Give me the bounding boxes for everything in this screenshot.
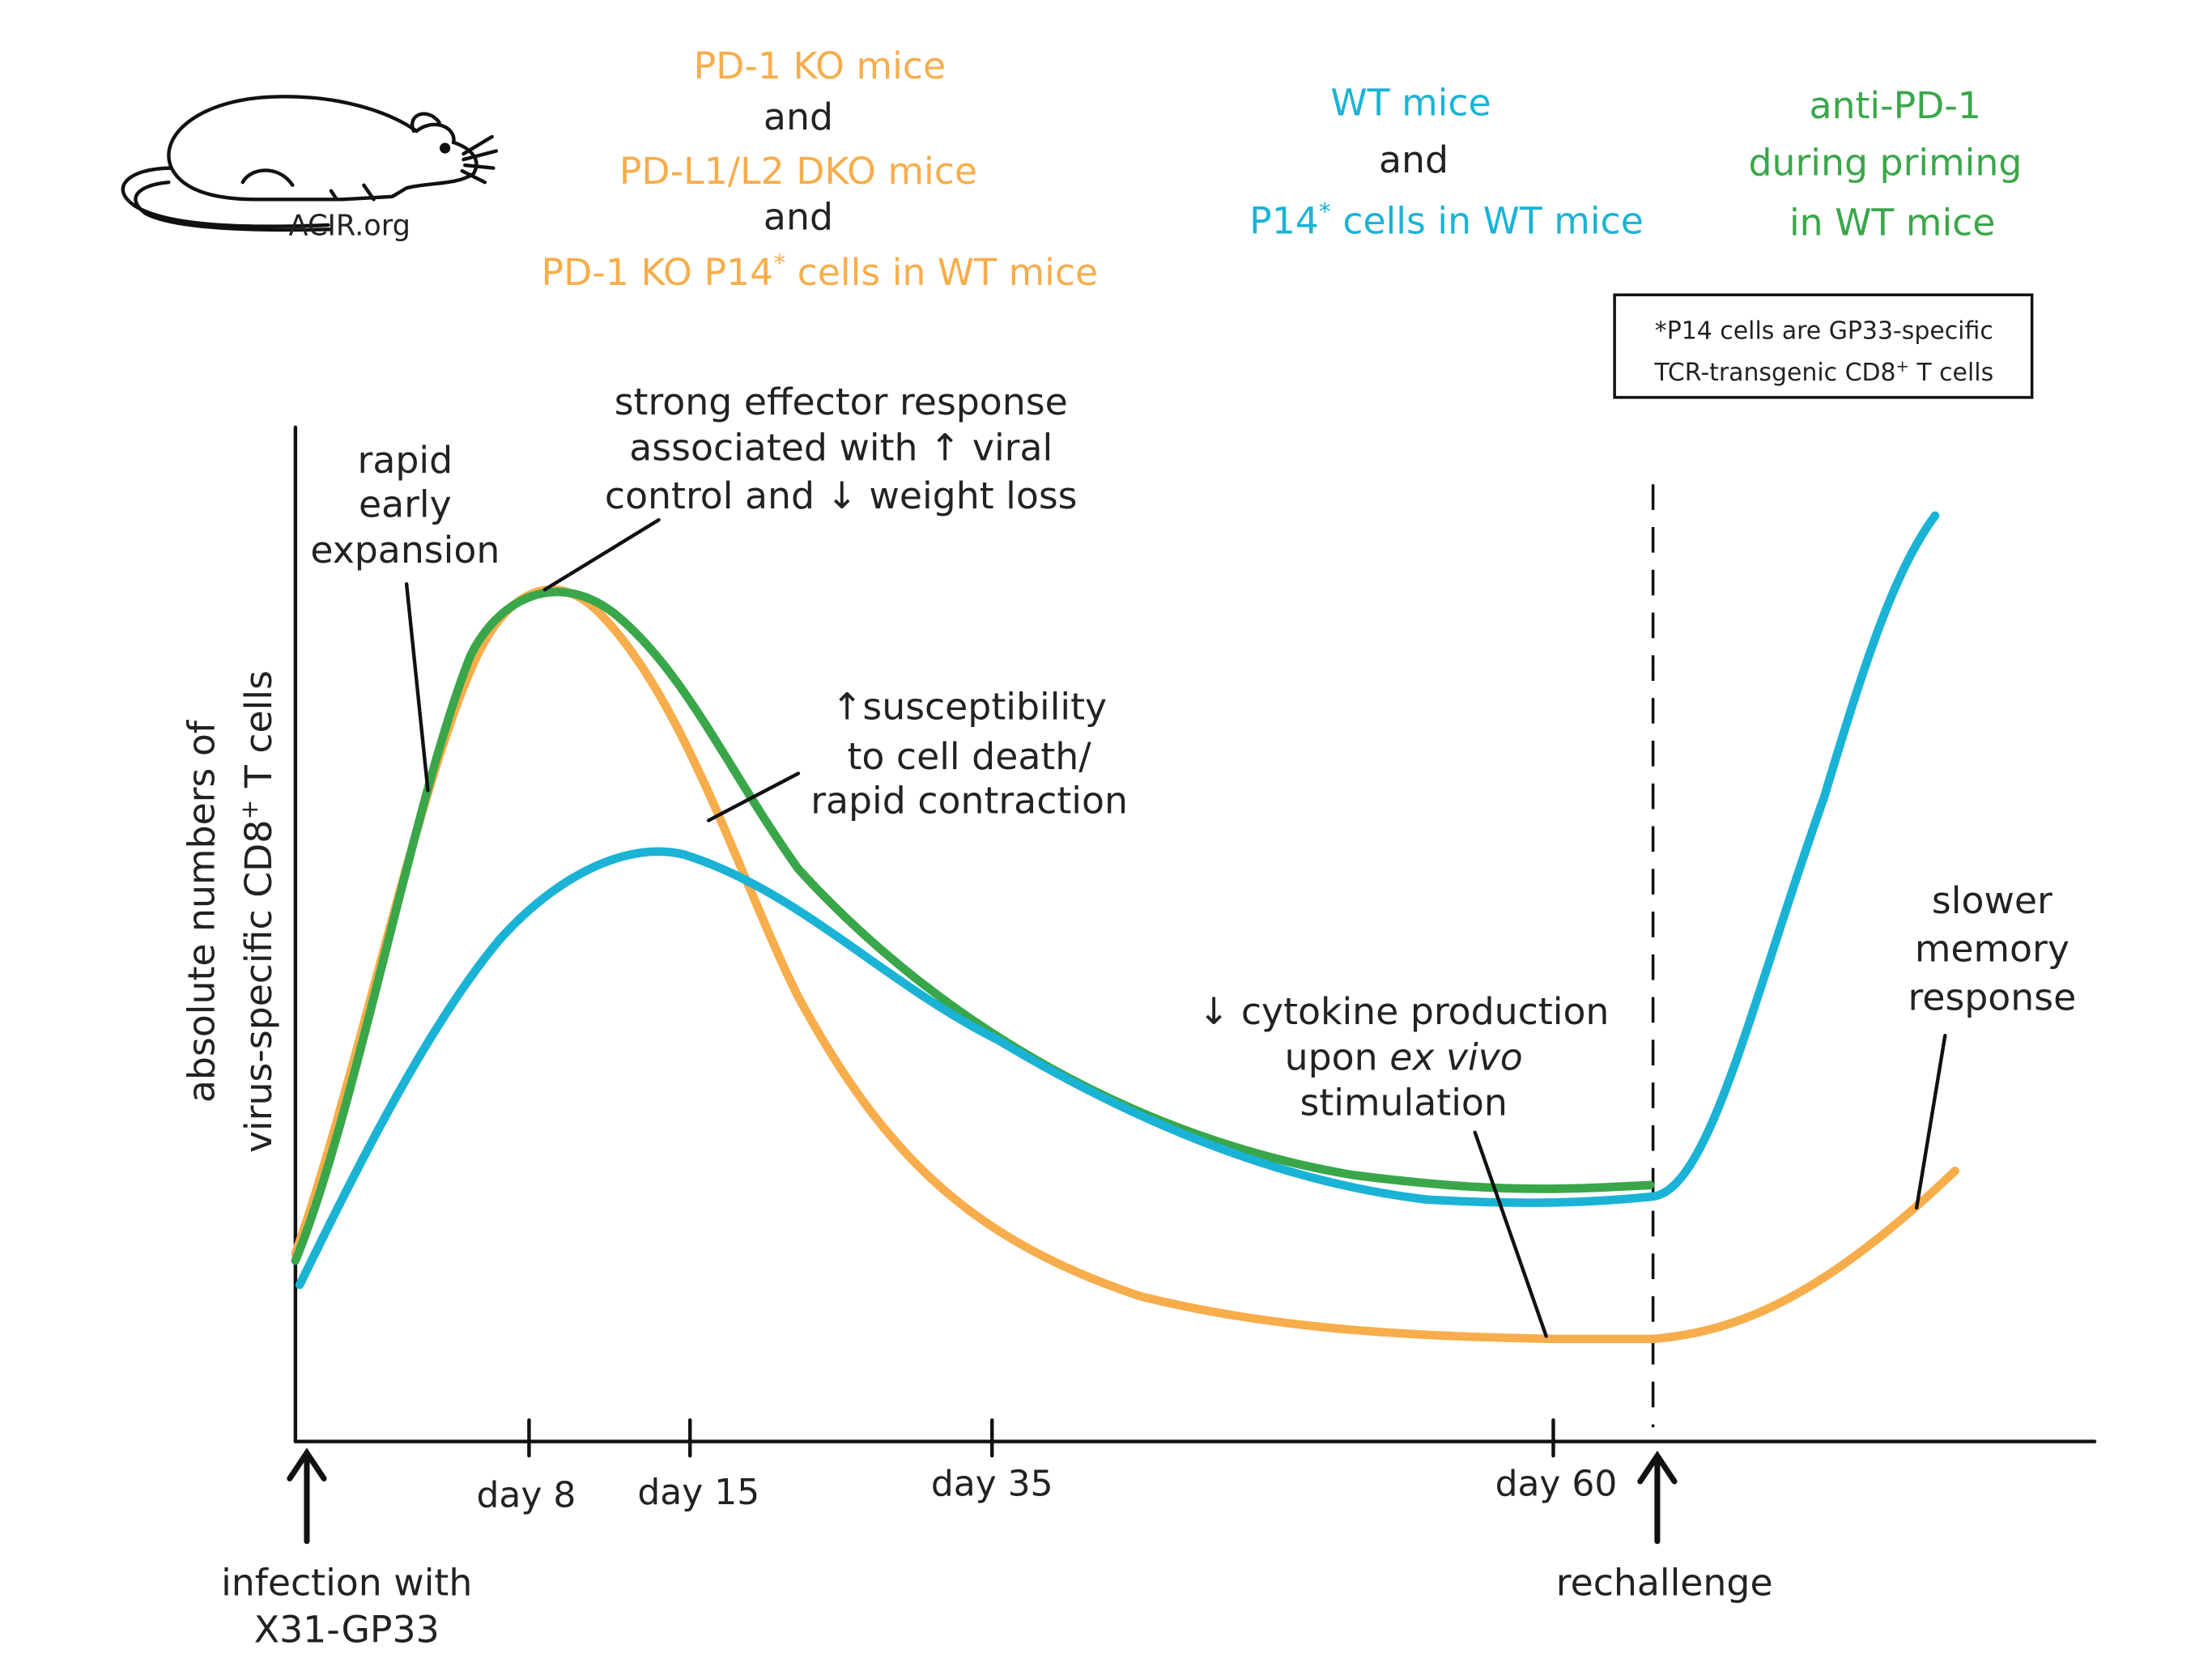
text-run: memory: [1915, 928, 2069, 971]
text-run: stimulation: [1300, 1082, 1508, 1124]
annotation: upon ex vivo: [1285, 1035, 1523, 1078]
annotation: ↓ cytokine production: [1198, 990, 1609, 1033]
text-run: and: [764, 96, 833, 138]
italic-run: ex vivo: [1389, 1035, 1523, 1078]
text-run: WT mice: [1330, 82, 1491, 125]
header-line: PD-1 KO mice: [694, 45, 946, 87]
y-axis-label-rot: absolute numbers of virus-specific CD8+ T…: [181, 670, 280, 1153]
text-run: slower: [1932, 879, 2052, 922]
y-axis-label: absolute numbers of virus-specific CD8+ T…: [181, 670, 280, 1153]
anti-pd1-curve: [291, 587, 1655, 1265]
text-run: P14: [1249, 200, 1319, 243]
header-line: PD-L1/L2 DKO mice: [619, 150, 977, 193]
superscript: +: [1896, 356, 1909, 375]
header-line: PD-1 KO P14* cells in WT mice: [542, 249, 1099, 294]
text-run: to cell death/: [847, 735, 1091, 778]
text-run: ↓ cytokine production: [1198, 990, 1609, 1033]
x-ticks: [527, 1418, 1555, 1458]
annotation: control and ↓ weight loss: [605, 474, 1078, 517]
text-run: PD-L1/L2 DKO mice: [619, 150, 977, 193]
header-line: WT mice: [1330, 82, 1491, 125]
text-run: virus-specific CD8: [237, 820, 280, 1153]
x-tick-label: day 8: [476, 1474, 576, 1516]
text-run: rechallenge: [1556, 1562, 1773, 1605]
text-run: response: [1908, 976, 2077, 1018]
x-tick-label: day 60: [1495, 1463, 1618, 1504]
text-run: PD-1 KO P14: [542, 251, 774, 294]
text-run: and: [1379, 138, 1448, 181]
footnote-box: [1613, 293, 2034, 399]
footnote-line: TCR-transgenic CD8+ T cells: [1653, 356, 1993, 387]
annotation: slower: [1932, 879, 2052, 922]
event-label: infection with: [221, 1562, 472, 1605]
annotation: response: [1908, 976, 2077, 1018]
x-tick-label: day 35: [931, 1463, 1053, 1504]
annotation: stimulation: [1300, 1082, 1508, 1124]
text-run: early: [359, 483, 452, 526]
footnote-line: *P14 cells are GP33-specific: [1655, 317, 1993, 346]
text-run: control and ↓ weight loss: [605, 474, 1078, 517]
annotation: associated with ↑ viral: [629, 426, 1053, 469]
annotation: ↑susceptibility: [832, 686, 1107, 729]
annotation: memory: [1915, 928, 2069, 971]
header-line: and: [764, 195, 833, 238]
text-run: T cells: [237, 670, 280, 800]
header-line: during priming: [1748, 141, 2022, 184]
superscript: +: [235, 800, 263, 820]
text-run: infection with: [221, 1562, 472, 1605]
pd1-ko-curve: [291, 585, 1959, 1344]
y-axis-label-line: virus-specific CD8+ T cells: [235, 670, 280, 1153]
text-run: T cells: [1909, 359, 1993, 387]
header-line: P14* cells in WT mice: [1249, 198, 1644, 243]
y-axis-label-line: absolute numbers of: [181, 720, 223, 1103]
text-run: strong effector response: [615, 380, 1068, 423]
x-tick-label: day 15: [637, 1472, 759, 1513]
text-run: PD-1 KO mice: [694, 45, 946, 87]
text-run: cells in WT mice: [785, 251, 1098, 294]
annotation: to cell death/: [847, 735, 1091, 778]
header-line: anti-PD-1: [1809, 84, 1981, 127]
text-run: *P14 cells are GP33-specific: [1655, 317, 1993, 346]
text-run: TCR-transgenic CD8: [1653, 359, 1895, 387]
text-run: anti-PD-1: [1809, 84, 1981, 127]
superscript: *: [1319, 198, 1331, 226]
event-label: rechallenge: [1556, 1562, 1773, 1605]
wt-curve: [295, 511, 1940, 1290]
header-line: in WT mice: [1789, 201, 1995, 244]
event-arrows: [287, 1448, 1678, 1545]
text-run: rapid contraction: [810, 780, 1128, 823]
event-label: X31-GP33: [254, 1609, 440, 1652]
annotation: early: [359, 483, 452, 526]
logo-text: ACIR.org: [289, 209, 410, 242]
text-run: X31-GP33: [254, 1609, 440, 1652]
text-run: upon: [1285, 1035, 1390, 1078]
annotation: rapid contraction: [810, 780, 1128, 823]
mouse-logo: [121, 95, 499, 232]
annotation-pointers: [404, 518, 1947, 1338]
annotation: rapid: [358, 439, 453, 482]
superscript: *: [773, 249, 785, 277]
text-run: cells in WT mice: [1331, 200, 1644, 243]
text-run: during priming: [1748, 141, 2022, 184]
header-line: and: [764, 96, 833, 138]
text-run: in WT mice: [1789, 201, 1995, 244]
annotation: expansion: [310, 529, 500, 572]
text-run: ↑susceptibility: [832, 686, 1107, 729]
header-line: and: [1379, 138, 1448, 181]
annotation: strong effector response: [615, 380, 1068, 423]
text-run: and: [764, 195, 833, 238]
text-run: absolute numbers of: [181, 720, 223, 1103]
text-run: expansion: [310, 529, 500, 572]
text-run: associated with ↑ viral: [629, 426, 1053, 469]
text-run: rapid: [358, 439, 453, 482]
